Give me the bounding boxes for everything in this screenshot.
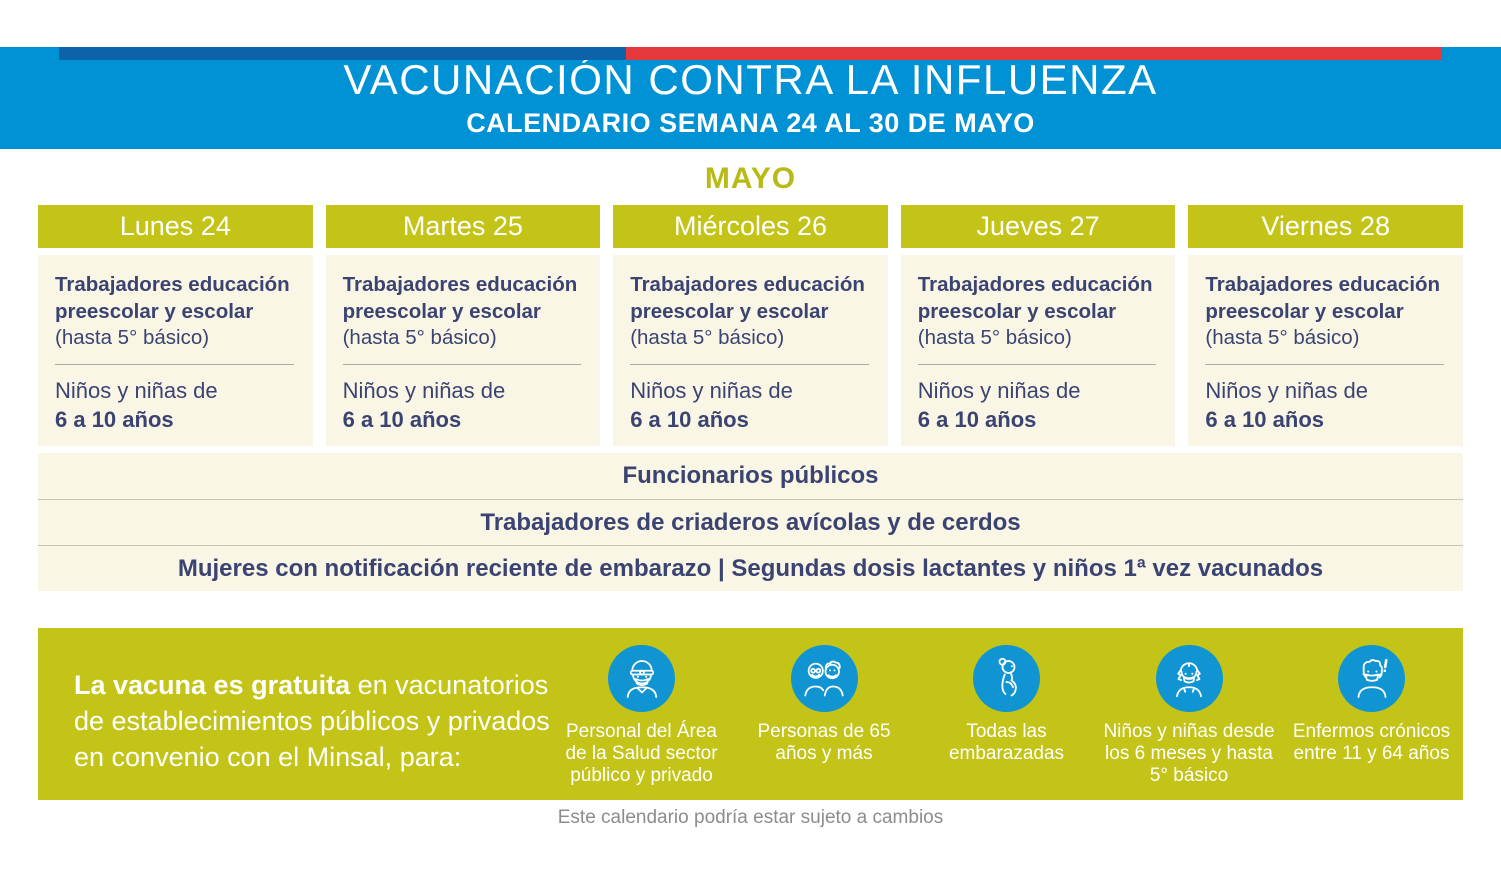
chile-flag-bar <box>59 47 1442 60</box>
day-cell: Trabajadores educación preescolar y esco… <box>325 255 601 446</box>
group-pregnant: Todas las embarazadas <box>916 645 1098 787</box>
cell-group2-bold: 6 a 10 años <box>1205 406 1325 432</box>
cell-group1-bold: Trabajadores educación preescolar y esco… <box>917 273 1153 323</box>
cell-group-workers: Trabajadores educación preescolar y esco… <box>55 272 296 352</box>
cell-group-children: Niños y niñas de 6 a 10 años <box>918 377 1159 434</box>
cell-group1-normal: (hasta 5° básico) <box>630 326 785 350</box>
all-days-rows: Funcionarios públicos Trabajadores de cr… <box>38 453 1463 591</box>
group-children: Niños y niñas desde los 6 meses y hasta … <box>1098 645 1280 787</box>
day-cell: Trabajadores educación preescolar y esco… <box>900 255 1176 446</box>
day-header: Martes 25 <box>325 205 601 248</box>
cell-group1-bold: Trabajadores educación preescolar y esco… <box>1205 273 1441 323</box>
free-vaccine-text-rest: en vacunatorios de establecimientos públ… <box>74 670 550 772</box>
cell-group2-bold: 6 a 10 años <box>630 406 749 432</box>
wide-row-funcionarios: Funcionarios públicos <box>622 462 879 489</box>
cell-group-children: Niños y niñas de 6 a 10 años <box>630 377 871 434</box>
wide-row-embarazo-lactantes: Mujeres con notificación reciente de emb… <box>38 545 1463 591</box>
cell-divider <box>342 363 582 365</box>
chronic-patient-icon <box>1338 645 1405 712</box>
cell-group1-normal: (hasta 5° básico) <box>917 326 1072 350</box>
group-label: Todas las embarazadas <box>948 721 1065 765</box>
day-column-jueves: Jueves 27 Trabajadores educación preesco… <box>900 205 1176 446</box>
cell-group1-normal: (hasta 5° básico) <box>55 326 210 350</box>
group-chronic: Enfermos crónicos entre 11 y 64 años <box>1281 645 1463 787</box>
target-groups: Personal del Área de la Salud sector púb… <box>550 645 1463 787</box>
day-header: Jueves 27 <box>900 205 1176 248</box>
header-band: VACUNACIÓN CONTRA LA INFLUENZA CALENDARI… <box>0 47 1501 149</box>
group-label: Personas de 65 años y más <box>757 721 891 765</box>
day-cell: Trabajadores educación preescolar y esco… <box>38 255 313 446</box>
cell-group2-bold: 6 a 10 años <box>55 406 174 432</box>
flag-blue-segment <box>59 47 626 60</box>
wide-row-criaderos: Trabajadores de criaderos avícolas y de … <box>38 499 1463 545</box>
flag-red-segment <box>626 47 1442 60</box>
cell-divider <box>917 363 1157 365</box>
cell-group1-normal: (hasta 5° básico) <box>342 326 497 350</box>
cell-group1-normal: (hasta 5° básico) <box>1205 326 1360 350</box>
cell-group1-bold: Trabajadores educación preescolar y esco… <box>55 273 290 323</box>
cell-group-children: Niños y niñas de 6 a 10 años <box>1205 377 1446 434</box>
cell-group1-bold: Trabajadores educación preescolar y esco… <box>630 273 865 323</box>
day-column-lunes: Lunes 24 Trabajadores educación preescol… <box>38 205 313 446</box>
cell-group1-bold: Trabajadores educación preescolar y esco… <box>342 273 578 323</box>
calendar: Lunes 24 Trabajadores educación preescol… <box>38 205 1463 591</box>
cell-group-workers: Trabajadores educación preescolar y esco… <box>343 272 584 352</box>
cell-group-workers: Trabajadores educación preescolar y esco… <box>918 272 1159 352</box>
free-vaccine-text: La vacuna es gratuita en vacunatorios de… <box>38 668 550 776</box>
group-label: Enfermos crónicos entre 11 y 64 años <box>1292 721 1451 765</box>
day-column-martes: Martes 25 Trabajadores educación preesco… <box>325 205 601 446</box>
group-label: Personal del Área de la Salud sector púb… <box>565 721 718 787</box>
group-elderly: Personas de 65 años y más <box>733 645 915 787</box>
cell-group2-bold: 6 a 10 años <box>917 406 1037 432</box>
cell-group-workers: Trabajadores educación preescolar y esco… <box>1205 272 1446 352</box>
group-health-personnel: Personal del Área de la Salud sector púb… <box>551 645 733 787</box>
day-grid: Lunes 24 Trabajadores educación preescol… <box>38 205 1463 446</box>
elderly-couple-icon <box>790 645 858 712</box>
cell-group-children: Niños y niñas de 6 a 10 años <box>55 377 296 434</box>
day-header: Miércoles 26 <box>613 205 888 248</box>
cell-group-children: Niños y niñas de 6 a 10 años <box>343 377 584 434</box>
child-girl-icon <box>1155 645 1223 712</box>
page-title: VACUNACIÓN CONTRA LA INFLUENZA <box>343 56 1158 104</box>
health-worker-icon <box>608 645 675 712</box>
day-header: Viernes 28 <box>1188 205 1463 248</box>
page-subtitle: CALENDARIO SEMANA 24 AL 30 DE MAYO <box>466 107 1035 138</box>
cell-group2-normal: Niños y niñas de <box>630 377 793 403</box>
day-cell: Trabajadores educación preescolar y esco… <box>613 255 888 446</box>
footer-disclaimer: Este calendario podría estar sujeto a ca… <box>557 807 944 828</box>
cell-divider <box>630 363 869 365</box>
month-label: MAYO <box>704 162 797 195</box>
free-vaccine-text-bold: La vacuna es gratuita <box>74 670 351 700</box>
day-header: Lunes 24 <box>38 205 313 248</box>
cell-group2-bold: 6 a 10 años <box>342 406 462 432</box>
cell-divider <box>55 363 294 365</box>
cell-group2-normal: Niños y niñas de <box>342 377 506 403</box>
day-column-viernes: Viernes 28 Trabajadores educación preesc… <box>1188 205 1463 446</box>
cell-group2-normal: Niños y niñas de <box>1205 377 1369 403</box>
day-column-miercoles: Miércoles 26 Trabajadores educación pree… <box>613 205 888 446</box>
cell-group-workers: Trabajadores educación preescolar y esco… <box>630 272 871 352</box>
cell-group2-normal: Niños y niñas de <box>917 377 1081 403</box>
cell-divider <box>1205 363 1444 365</box>
pregnant-woman-icon <box>973 645 1040 712</box>
free-vaccine-band: La vacuna es gratuita en vacunatorios de… <box>38 628 1463 800</box>
group-label: Niños y niñas desde los 6 meses y hasta … <box>1103 721 1275 787</box>
cell-group2-normal: Niños y niñas de <box>55 377 218 403</box>
day-cell: Trabajadores educación preescolar y esco… <box>1188 255 1463 446</box>
